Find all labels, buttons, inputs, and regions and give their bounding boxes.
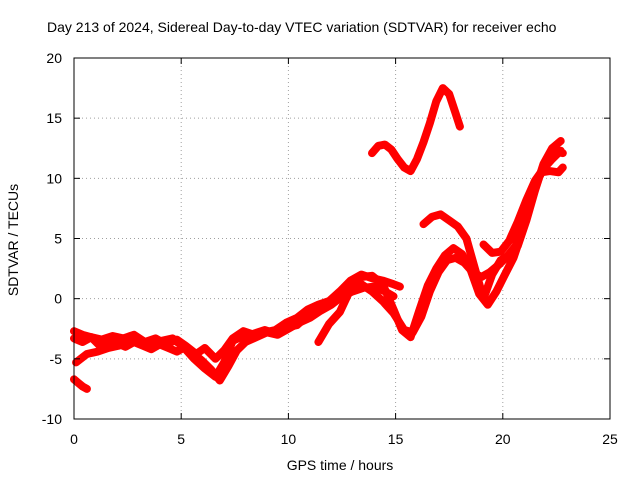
series-line-track-8 [479,146,565,257]
y-tick-label: -10 [42,411,62,427]
x-tick-label: 15 [388,431,404,447]
x-axis-label: GPS time / hours [287,457,394,473]
axis-ticks [73,57,611,420]
series-line-track-3 [70,282,398,385]
grid-lines [74,58,610,419]
x-tick-label: 5 [177,431,185,447]
y-axis-label: SDTVAR / TECUs [5,184,21,296]
x-tick-label: 20 [495,431,511,447]
y-tick-label: 10 [46,170,62,186]
series-line-track-4 [314,147,567,346]
x-tick-label: 10 [281,431,297,447]
series-line-track-5 [419,137,565,303]
y-tick-label: 0 [54,291,62,307]
y-tick-label: 15 [46,110,62,126]
y-tick-label: -5 [50,351,63,367]
x-tick-label: 25 [602,431,618,447]
chart-title: Day 213 of 2024, Sidereal Day-to-day VTE… [47,19,557,35]
x-tick-labels: 0 5 10 15 20 25 [70,431,618,447]
y-tick-labels: -10 -5 0 5 10 15 20 [42,50,62,427]
series-line-track-6 [368,84,464,176]
x-tick-label: 0 [70,431,78,447]
y-tick-label: 20 [46,50,62,66]
series-group [70,84,567,393]
series-line-track-7 [70,375,91,393]
y-tick-label: 5 [54,231,62,247]
